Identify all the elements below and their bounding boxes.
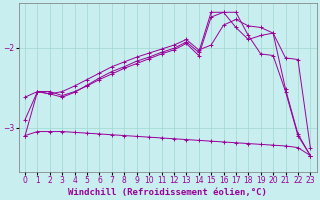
- X-axis label: Windchill (Refroidissement éolien,°C): Windchill (Refroidissement éolien,°C): [68, 188, 267, 197]
